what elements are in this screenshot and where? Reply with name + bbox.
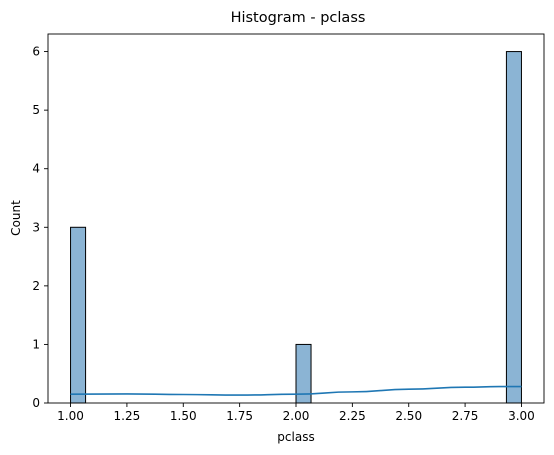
y-tick-label: 5 [32,103,40,117]
y-tick-label: 6 [32,45,40,59]
x-tick-label: 2.75 [452,409,479,423]
y-tick-label: 0 [32,396,40,410]
kde-curve [70,385,522,396]
x-tick-label: 2.50 [395,409,422,423]
x-axis: 1.00 1.25 1.50 1.75 2.00 2.25 2.50 2.75 3.00 [57,403,535,423]
histogram-bar [70,226,87,404]
x-tick-label: 1.25 [114,409,141,423]
x-tick-label: 1.75 [226,409,253,423]
x-tick-label: 3.00 [508,409,535,423]
y-axis: 0 1 2 3 4 5 6 [32,45,48,410]
y-axis-label: Count [9,200,23,236]
y-tick-label: 3 [32,220,40,234]
y-tick-label: 2 [32,279,40,293]
histogram-bar [505,51,522,404]
x-tick-label: 1.50 [170,409,197,423]
y-tick-label: 4 [32,162,40,176]
bars-layer [70,51,522,404]
x-tick-label: 1.00 [57,409,84,423]
x-axis-label: pclass [277,430,314,444]
x-tick-label: 2.00 [283,409,310,423]
chart-title: Histogram - pclass [231,10,366,26]
x-tick-label: 2.25 [339,409,366,423]
y-tick-label: 1 [32,337,40,351]
